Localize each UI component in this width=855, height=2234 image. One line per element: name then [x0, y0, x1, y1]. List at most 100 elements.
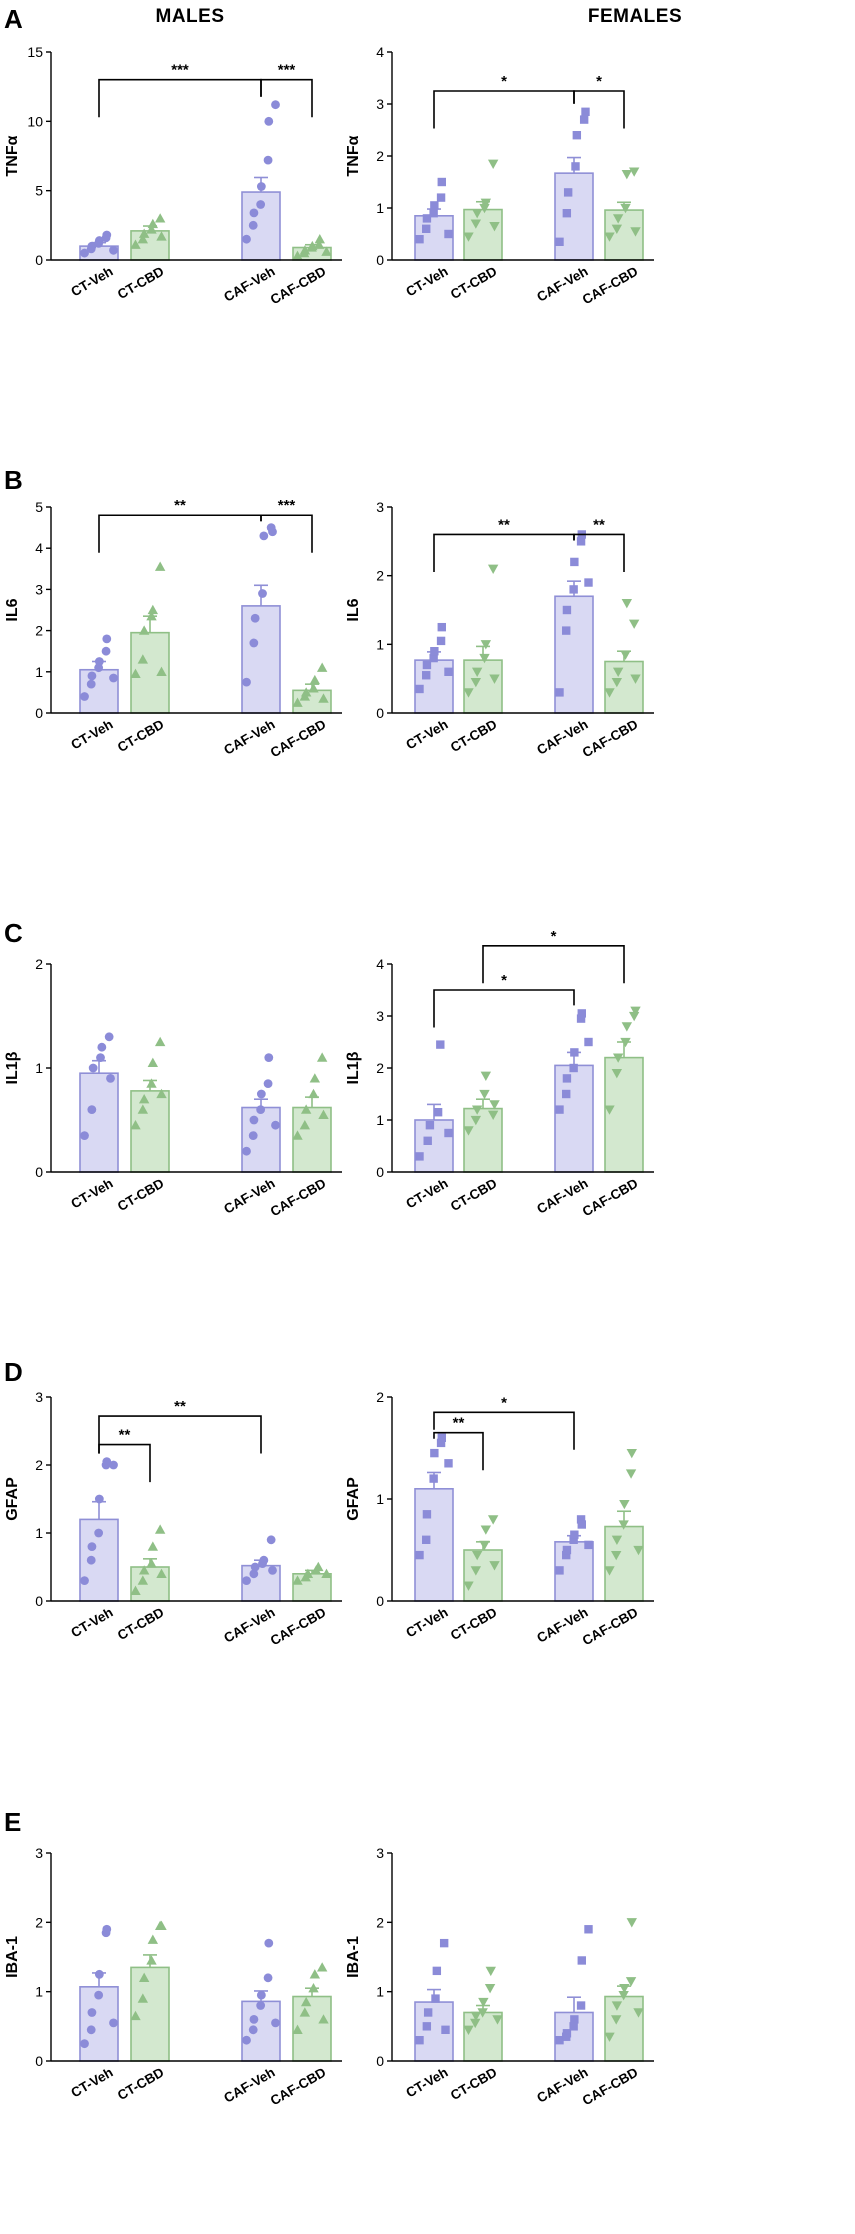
data-point-caf-cbd [604, 232, 615, 242]
data-point-caf-veh [577, 1956, 586, 1965]
data-point-ct-cbd [470, 219, 482, 229]
data-point-caf-veh [256, 200, 266, 209]
data-point-caf-veh [571, 162, 580, 171]
data-point-ct-veh [109, 2018, 118, 2028]
y-tick-label: 2 [376, 1914, 384, 1930]
x-tick-label-caf-cbd: CAF-CBD [580, 263, 641, 307]
x-tick-label-ct-cbd: CT-CBD [115, 1175, 167, 1214]
data-point-ct-cbd [146, 1078, 157, 1088]
data-point-caf-cbd [633, 2008, 644, 2018]
data-point-ct-veh [97, 1042, 107, 1052]
y-tick-label: 1 [35, 1060, 43, 1076]
x-tick-label-caf-cbd: CAF-CBD [268, 2064, 329, 2108]
data-point-caf-cbd [318, 1109, 329, 1119]
x-tick-label-ct-veh: CT-Veh [68, 2065, 115, 2101]
x-tick-label-ct-cbd: CT-CBD [115, 263, 167, 302]
data-point-ct-cbd [146, 1955, 157, 1965]
data-point-ct-veh [433, 1108, 443, 1117]
data-point-caf-cbd [321, 246, 332, 256]
data-point-caf-veh [258, 589, 267, 598]
data-point-caf-veh [555, 688, 564, 697]
y-tick-label: 1 [376, 200, 384, 216]
data-point-caf-cbd [630, 227, 641, 237]
data-point-caf-cbd [292, 250, 303, 260]
panel-letter-e: E [4, 1807, 21, 1837]
x-tick-label-ct-cbd: CT-CBD [115, 716, 167, 755]
data-point-caf-veh [569, 1063, 578, 1073]
data-point-caf-veh [584, 1925, 593, 1934]
data-point-ct-veh [415, 235, 424, 244]
data-point-caf-veh [264, 1938, 274, 1948]
y-tick-label: 3 [35, 1389, 43, 1405]
x-tick-label-ct-veh: CT-Veh [403, 1176, 450, 1212]
data-point-caf-cbd [621, 1022, 633, 1032]
data-point-ct-cbd [146, 610, 157, 621]
x-tick-label-ct-cbd: CT-CBD [448, 1175, 500, 1214]
data-point-ct-cbd [479, 203, 490, 214]
data-point-caf-cbd [626, 1918, 637, 1928]
data-point-ct-cbd [130, 1585, 141, 1595]
data-point-ct-veh [429, 209, 438, 218]
data-point-ct-veh [429, 653, 438, 663]
data-point-caf-cbd [292, 697, 303, 707]
data-point-caf-cbd [625, 1977, 637, 1987]
y-tick-label: 5 [35, 183, 43, 199]
x-tick-label-caf-cbd: CAF-CBD [580, 716, 641, 760]
data-point-caf-cbd [300, 1104, 312, 1114]
significance-bracket [573, 90, 625, 129]
data-point-ct-veh [102, 230, 112, 240]
data-point-ct-cbd [463, 2025, 474, 2035]
data-point-caf-cbd [300, 1996, 312, 2007]
x-tick-label-ct-cbd: CT-CBD [448, 716, 500, 755]
y-axis-label: GFAP [4, 1477, 21, 1521]
data-point-caf-veh [249, 638, 259, 648]
data-point-ct-veh [436, 1040, 445, 1049]
data-point-caf-veh [569, 2022, 578, 2031]
data-point-caf-veh [242, 1146, 251, 1156]
data-point-caf-veh [570, 1530, 579, 1539]
data-point-ct-cbd [156, 1920, 167, 1930]
data-point-ct-veh [80, 2039, 89, 2049]
data-point-caf-veh [259, 1555, 269, 1565]
data-point-caf-veh [576, 1515, 586, 1524]
y-tick-label: 3 [376, 499, 384, 515]
data-point-ct-veh [80, 1576, 89, 1585]
data-point-caf-cbd [628, 167, 640, 177]
data-point-caf-veh [563, 188, 573, 197]
x-tick-label-caf-cbd: CAF-CBD [268, 1604, 329, 1648]
data-point-caf-cbd [619, 1499, 630, 1510]
data-point-ct-veh [415, 2036, 424, 2045]
data-point-ct-cbd [463, 688, 474, 698]
y-tick-label: 3 [35, 581, 43, 597]
y-axis-label: IL6 [345, 598, 362, 621]
data-point-ct-cbd [146, 1558, 157, 1568]
data-point-caf-veh [562, 209, 572, 218]
data-point-ct-cbd [147, 1934, 159, 1944]
data-point-ct-cbd [480, 640, 492, 650]
data-point-caf-cbd [309, 674, 321, 685]
data-point-ct-veh [102, 1457, 112, 1466]
data-point-caf-cbd [625, 1469, 637, 1479]
y-tick-label: 1 [35, 1525, 43, 1541]
data-point-ct-cbd [470, 677, 482, 688]
data-point-caf-cbd [604, 2032, 615, 2042]
data-point-caf-cbd [611, 2001, 623, 2011]
data-point-caf-veh [562, 1089, 571, 1099]
data-point-caf-cbd [309, 1969, 321, 1979]
data-point-ct-cbd [470, 1115, 482, 1126]
y-tick-label: 2 [376, 568, 384, 584]
data-point-caf-veh [555, 237, 564, 246]
data-point-ct-cbd [156, 231, 167, 241]
significance-bracket [98, 1415, 262, 1454]
data-point-caf-veh [584, 1037, 593, 1047]
significance-bracket [260, 78, 313, 118]
data-point-caf-cbd [308, 683, 319, 693]
x-tick-label-caf-cbd: CAF-CBD [268, 716, 329, 760]
x-tick-label-ct-cbd: CT-CBD [448, 2064, 500, 2103]
x-tick-label-ct-veh: CT-Veh [68, 1176, 115, 1212]
